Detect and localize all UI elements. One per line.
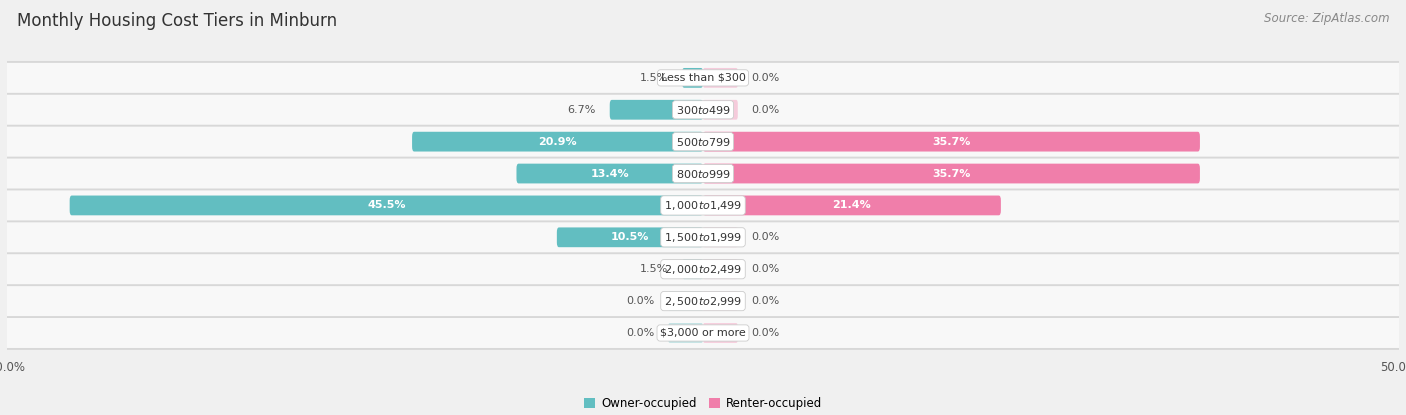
FancyBboxPatch shape: [0, 156, 1406, 190]
FancyBboxPatch shape: [0, 93, 1406, 127]
FancyBboxPatch shape: [703, 227, 738, 247]
Legend: Owner-occupied, Renter-occupied: Owner-occupied, Renter-occupied: [583, 397, 823, 410]
FancyBboxPatch shape: [412, 132, 703, 151]
Text: Monthly Housing Cost Tiers in Minburn: Monthly Housing Cost Tiers in Minburn: [17, 12, 337, 30]
FancyBboxPatch shape: [703, 323, 738, 343]
FancyBboxPatch shape: [668, 291, 703, 311]
FancyBboxPatch shape: [682, 259, 703, 279]
FancyBboxPatch shape: [703, 68, 738, 88]
Text: $300 to $499: $300 to $499: [675, 104, 731, 116]
Text: 35.7%: 35.7%: [932, 168, 970, 178]
Text: $1,000 to $1,499: $1,000 to $1,499: [664, 199, 742, 212]
FancyBboxPatch shape: [3, 318, 1403, 348]
Text: 10.5%: 10.5%: [610, 232, 650, 242]
Text: 21.4%: 21.4%: [832, 200, 872, 210]
FancyBboxPatch shape: [703, 132, 1199, 151]
FancyBboxPatch shape: [0, 220, 1406, 254]
FancyBboxPatch shape: [3, 127, 1403, 156]
Text: 20.9%: 20.9%: [538, 137, 576, 146]
FancyBboxPatch shape: [0, 188, 1406, 222]
Text: $1,500 to $1,999: $1,500 to $1,999: [664, 231, 742, 244]
FancyBboxPatch shape: [682, 68, 703, 88]
FancyBboxPatch shape: [3, 286, 1403, 316]
Text: 0.0%: 0.0%: [752, 328, 780, 338]
FancyBboxPatch shape: [3, 222, 1403, 252]
Text: 1.5%: 1.5%: [640, 264, 668, 274]
Text: 13.4%: 13.4%: [591, 168, 628, 178]
FancyBboxPatch shape: [703, 164, 1199, 183]
Text: 45.5%: 45.5%: [367, 200, 405, 210]
FancyBboxPatch shape: [516, 164, 703, 183]
Text: 0.0%: 0.0%: [626, 296, 654, 306]
Text: Less than $300: Less than $300: [661, 73, 745, 83]
FancyBboxPatch shape: [3, 159, 1403, 188]
FancyBboxPatch shape: [557, 227, 703, 247]
Text: $500 to $799: $500 to $799: [675, 136, 731, 148]
Text: $2,000 to $2,499: $2,000 to $2,499: [664, 263, 742, 276]
FancyBboxPatch shape: [3, 254, 1403, 284]
FancyBboxPatch shape: [3, 190, 1403, 220]
FancyBboxPatch shape: [0, 61, 1406, 95]
Text: 0.0%: 0.0%: [626, 328, 654, 338]
Text: 0.0%: 0.0%: [752, 296, 780, 306]
FancyBboxPatch shape: [0, 316, 1406, 350]
FancyBboxPatch shape: [70, 195, 703, 215]
Text: 0.0%: 0.0%: [752, 232, 780, 242]
Text: 0.0%: 0.0%: [752, 105, 780, 115]
FancyBboxPatch shape: [703, 259, 738, 279]
FancyBboxPatch shape: [3, 95, 1403, 125]
FancyBboxPatch shape: [0, 125, 1406, 159]
FancyBboxPatch shape: [668, 323, 703, 343]
Text: $800 to $999: $800 to $999: [675, 168, 731, 180]
Text: $2,500 to $2,999: $2,500 to $2,999: [664, 295, 742, 308]
Text: 0.0%: 0.0%: [752, 73, 780, 83]
Text: 0.0%: 0.0%: [752, 264, 780, 274]
FancyBboxPatch shape: [3, 63, 1403, 93]
FancyBboxPatch shape: [703, 100, 738, 120]
FancyBboxPatch shape: [703, 195, 1001, 215]
FancyBboxPatch shape: [703, 291, 738, 311]
Text: 35.7%: 35.7%: [932, 137, 970, 146]
FancyBboxPatch shape: [610, 100, 703, 120]
FancyBboxPatch shape: [0, 284, 1406, 318]
Text: 6.7%: 6.7%: [568, 105, 596, 115]
Text: $3,000 or more: $3,000 or more: [661, 328, 745, 338]
FancyBboxPatch shape: [0, 252, 1406, 286]
Text: 1.5%: 1.5%: [640, 73, 668, 83]
Text: Source: ZipAtlas.com: Source: ZipAtlas.com: [1264, 12, 1389, 25]
